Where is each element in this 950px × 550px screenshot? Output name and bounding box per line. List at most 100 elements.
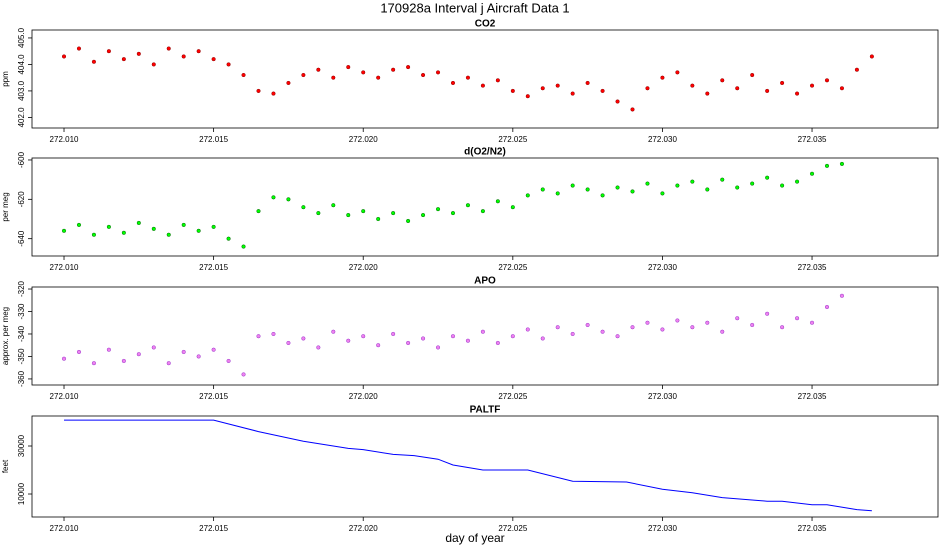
data-point (166, 46, 171, 51)
data-point (540, 336, 545, 341)
data-point (106, 49, 111, 54)
panel-title: d(O2/N2) (464, 147, 506, 158)
data-point (690, 83, 695, 88)
data-point (735, 185, 740, 190)
x-tick-label: 272.025 (498, 135, 527, 144)
data-point (525, 94, 530, 99)
data-point (705, 320, 710, 325)
data-point (750, 181, 755, 186)
data-point (181, 54, 186, 59)
data-point (780, 325, 785, 330)
data-point (585, 322, 590, 328)
data-point (809, 171, 815, 176)
data-point (495, 78, 500, 83)
y-axis-label: approx. per meg (1, 307, 10, 365)
data-point (271, 195, 276, 200)
data-point (645, 181, 650, 186)
data-point (630, 189, 635, 194)
data-point (391, 211, 396, 216)
data-point (286, 340, 291, 346)
y-tick-label: -600 (17, 151, 26, 168)
data-point (421, 213, 426, 218)
x-tick-label: 272.025 (498, 392, 527, 401)
data-point (331, 329, 336, 334)
data-point (91, 232, 96, 237)
data-point (615, 334, 620, 339)
data-point (735, 86, 740, 91)
data-point (600, 329, 605, 334)
data-point (450, 334, 456, 339)
x-tick-label: 272.030 (648, 524, 677, 533)
data-point (76, 222, 82, 227)
data-point (510, 88, 515, 93)
y-axis-label: ppm (1, 71, 10, 87)
y-tick-label: -320 (17, 280, 26, 297)
x-tick-label: 272.010 (50, 135, 79, 144)
data-point (839, 293, 845, 298)
x-tick-label: 272.020 (349, 524, 378, 533)
data-point (121, 57, 126, 62)
data-point (316, 67, 321, 72)
data-point (630, 325, 635, 330)
data-point (839, 161, 845, 166)
x-tick-label: 272.010 (50, 263, 79, 272)
data-point (271, 331, 276, 337)
data-point (690, 179, 695, 184)
x-tick-label: 272.025 (498, 263, 527, 272)
data-point (361, 209, 366, 214)
data-point (510, 205, 515, 210)
data-point (136, 51, 141, 56)
data-point (720, 78, 725, 83)
x-tick-label: 272.020 (349, 392, 378, 401)
data-point (465, 75, 470, 80)
data-point (61, 54, 67, 59)
data-point (166, 361, 171, 366)
data-point (151, 226, 156, 231)
plot-frame (31, 157, 939, 257)
panel-title: APO (474, 276, 496, 287)
data-point (510, 334, 515, 339)
y-tick-label: 404.0 (17, 54, 26, 75)
y-tick-label: -620 (17, 191, 26, 208)
data-point (226, 62, 231, 67)
data-point (106, 347, 111, 352)
data-point (226, 358, 231, 363)
data-point (795, 91, 800, 96)
data-point (286, 197, 291, 202)
data-point (361, 334, 366, 339)
data-point (645, 320, 650, 325)
y-tick-label: -340 (17, 325, 26, 342)
data-point (136, 352, 141, 357)
data-point (630, 107, 635, 112)
data-point (480, 209, 485, 214)
data-point (765, 311, 770, 316)
data-point (91, 361, 96, 366)
data-point (376, 216, 381, 222)
x-axis-label: day of year (445, 531, 504, 545)
y-tick-label: -350 (17, 348, 26, 365)
data-point (256, 209, 261, 214)
y-axis-label: per meg (1, 192, 10, 221)
data-point (241, 372, 246, 377)
data-point (465, 203, 470, 208)
x-tick-label: 272.015 (199, 135, 228, 144)
data-point (121, 358, 126, 363)
data-point (780, 183, 785, 188)
data-point (406, 65, 411, 70)
data-point (316, 211, 321, 216)
data-point (76, 46, 82, 51)
data-point (854, 67, 859, 72)
data-point (331, 203, 336, 208)
panel-title: PALTF (470, 405, 501, 416)
data-point (301, 205, 306, 210)
data-point (570, 183, 575, 188)
data-point (61, 228, 67, 233)
data-point (525, 193, 530, 198)
data-point (795, 179, 800, 184)
x-tick-label: 272.035 (798, 524, 827, 533)
data-point (720, 177, 725, 182)
page-title: 170928a Interval j Aircraft Data 1 (380, 0, 569, 15)
data-point (600, 88, 605, 93)
data-point (211, 57, 216, 62)
data-point (600, 193, 605, 198)
